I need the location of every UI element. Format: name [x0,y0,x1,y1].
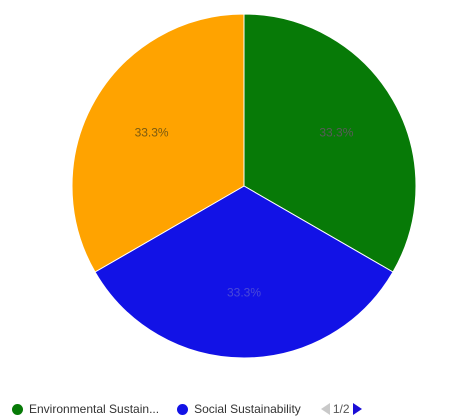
legend-item-1[interactable]: Environmental Sustain... [12,402,159,416]
legend-pager: 1/2 [320,402,362,416]
legend-page-indicator: 1/2 [332,402,350,416]
pie-plot-area: 33.3% 33.3% 33.3% [71,13,417,359]
legend-label-1: Environmental Sustain... [29,402,160,416]
legend-marker-2 [177,403,189,415]
legend-next-page-icon[interactable] [352,403,362,415]
pie-slices [71,13,417,359]
pie-slice-1[interactable] [243,13,417,273]
legend-prev-page-icon[interactable] [320,403,330,415]
pie-slice-2[interactable] [94,185,394,359]
pie-slice-3[interactable] [71,13,245,273]
pie-slice-labels: 33.3% 33.3% 33.3% [135,126,354,300]
pie-slice-label-2: 33.3% [227,286,261,300]
legend-item-2[interactable]: Social Sustainability [177,402,301,416]
legend-marker-1 [12,403,23,415]
chart-legend: Environmental Sustain... Social Sustaina… [12,400,362,418]
pie-slice-label-3: 33.3% [135,126,169,140]
legend-label-2: Social Sustainability [194,402,301,416]
pie-slice-label-1: 33.3% [319,126,353,140]
